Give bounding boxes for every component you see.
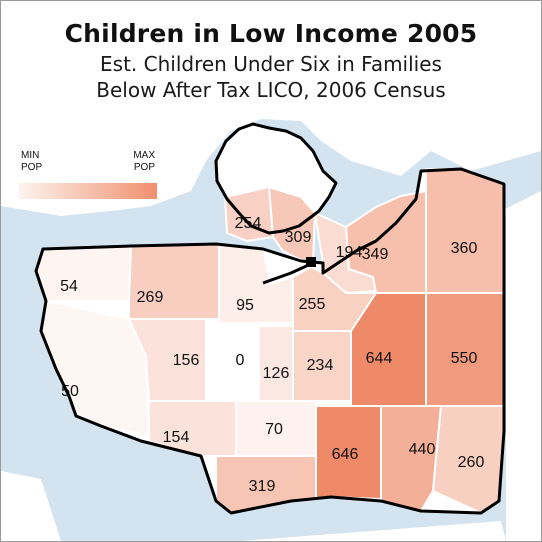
region-54[interactable] [34, 244, 133, 302]
region-value-label: 440 [409, 441, 436, 458]
region-value-label: 194 [336, 244, 363, 261]
region-value-label: 360 [451, 240, 478, 257]
regions-layer [34, 168, 505, 515]
title-block: Children in Low Income 2005 Est. Childre… [1, 17, 541, 103]
region-value-label: 0 [236, 352, 245, 369]
legend-min-label: MIN POP [21, 150, 42, 174]
south-land [241, 521, 506, 541]
region-value-label: 349 [362, 246, 389, 263]
north-shore-land [1, 1, 541, 216]
stanley-park-outline [214, 122, 338, 235]
region-value-label: 260 [458, 454, 485, 471]
region-360[interactable] [425, 168, 505, 294]
region-value-label: 644 [366, 350, 393, 367]
region-254[interactable] [223, 185, 275, 243]
region-126[interactable] [258, 325, 294, 402]
legend: MIN POP MAX POP [19, 150, 157, 202]
region-value-label: 156 [173, 352, 200, 369]
region-value-label: 269 [137, 289, 164, 306]
region-440[interactable] [380, 405, 443, 513]
region-269[interactable] [128, 242, 220, 320]
region-value-label: 646 [332, 446, 359, 463]
region-value-label: 95 [236, 297, 254, 314]
region-value-label: 154 [163, 429, 190, 446]
region-value-label: 126 [263, 365, 290, 382]
city-outline [34, 167, 506, 515]
map-subtitle-line1: Est. Children Under Six in Families [100, 52, 442, 76]
region-value-label: 255 [299, 296, 326, 313]
southwest-land [1, 471, 61, 541]
region-value-label: 70 [265, 421, 283, 438]
region-0[interactable] [205, 325, 260, 402]
legend-max-label: MAX POP [133, 150, 155, 174]
legend-max-top: MAX [133, 150, 155, 161]
region-value-label: 319 [249, 478, 276, 495]
east-land [501, 191, 541, 541]
region-value-label: 550 [451, 350, 478, 367]
region-value-label: 54 [60, 278, 78, 295]
false-creek-water [262, 261, 314, 285]
legend-min-top: MIN [21, 150, 40, 161]
map-subtitle-line2: Below After Tax LICO, 2006 Census [96, 78, 446, 102]
legend-min-bottom: POP [21, 162, 43, 173]
legend-gradient-bar [19, 183, 157, 199]
region-value-label: 234 [307, 357, 334, 374]
harbour-marker [306, 257, 316, 267]
map-title: Children in Low Income 2005 [64, 19, 478, 48]
region-value-label: 309 [285, 229, 312, 246]
legend-max-bottom: POP [133, 162, 155, 173]
